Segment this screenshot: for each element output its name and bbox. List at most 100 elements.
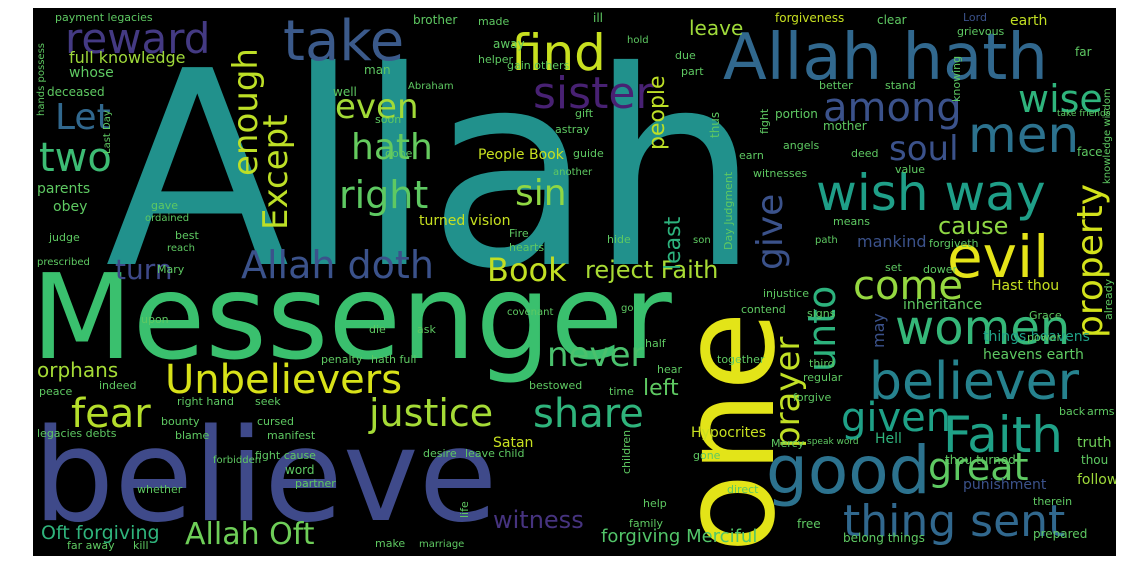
word-wish-way: wish way xyxy=(816,164,1046,222)
word-peace: peace xyxy=(39,385,73,398)
word-cloud: Allah Messenger believe one Allah hath t… xyxy=(33,8,1116,556)
word-allah-hath: Allah hath xyxy=(723,21,1048,95)
word-hands-possess: hands possess xyxy=(36,43,47,116)
word-dower: dower xyxy=(923,263,957,276)
word-together: together xyxy=(717,353,765,366)
word-away: away xyxy=(493,37,525,51)
word-fight-cause: fight cause xyxy=(255,449,316,462)
word-justice: justice xyxy=(369,391,494,435)
word-stand: stand xyxy=(885,79,916,92)
word-make: make xyxy=(375,537,406,550)
word-face: face xyxy=(1077,145,1103,159)
word-things-heavens: things heavens xyxy=(983,329,1090,345)
word-signs: signs xyxy=(807,307,836,320)
word-part: part xyxy=(681,65,704,78)
word-arms: arms xyxy=(1087,405,1115,418)
word-even: even xyxy=(335,87,419,127)
word-cursed: cursed xyxy=(257,415,295,428)
word-people-book: People Book xyxy=(478,147,564,163)
word-hell: Hell xyxy=(875,431,902,447)
word-may: may xyxy=(869,313,888,348)
word-far-away: far away xyxy=(67,539,115,552)
word-ask: ask xyxy=(417,323,436,336)
word-right: right xyxy=(339,173,429,217)
word-evil: evil xyxy=(947,223,1050,291)
word-brother: brother xyxy=(413,13,458,27)
word-mary: Mary xyxy=(157,263,185,276)
word-contend: contend xyxy=(741,303,786,316)
word-grace: Grace xyxy=(1029,309,1062,322)
word-good: good xyxy=(766,432,931,509)
word-thou-turned: thou turned xyxy=(945,453,1016,467)
word-give: give xyxy=(750,193,791,270)
word-share: share xyxy=(533,391,644,437)
word-faith: Faith xyxy=(943,406,1063,464)
word-find: find xyxy=(511,24,606,82)
word-obey: obey xyxy=(53,199,88,215)
word-great: great xyxy=(928,445,1029,489)
word-believer: believer xyxy=(869,352,1080,412)
word-help: help xyxy=(643,497,667,510)
word-orphans: orphans xyxy=(37,358,119,382)
word-messenger: Messenger xyxy=(33,248,672,386)
word-set: set xyxy=(885,261,902,274)
word-knowing: knowing xyxy=(950,55,963,102)
word-prepared: prepared xyxy=(1033,527,1088,541)
word-ill: ill xyxy=(593,11,604,25)
word-gain-others: gain others xyxy=(507,59,570,72)
word-wise: wise xyxy=(1018,77,1103,121)
word-forgive: forgive xyxy=(793,391,832,404)
word-let: Let xyxy=(55,97,111,138)
word-speak-word: speak word xyxy=(807,437,859,447)
word-witnesses: witnesses xyxy=(753,167,808,180)
word-sin: sin xyxy=(515,173,567,214)
word-marriage: marriage xyxy=(419,539,465,550)
word-sister: sister xyxy=(533,68,654,119)
word-third: third xyxy=(809,357,835,370)
word-hath: hath xyxy=(351,127,433,168)
word-payment-legacies: payment legacies xyxy=(55,11,153,24)
word-judge: judge xyxy=(49,231,80,244)
word-turn: turn xyxy=(115,253,173,286)
word-gave: gave xyxy=(151,199,179,212)
word-done: done xyxy=(385,147,413,160)
word-regular: regular xyxy=(803,371,843,384)
word-left: left xyxy=(643,376,679,401)
word-reward: reward xyxy=(65,14,211,63)
word-heavens-earth: heavens earth xyxy=(983,347,1084,363)
word-portion: portion xyxy=(775,107,818,121)
word-angels: angels xyxy=(783,139,820,152)
word-day-judgment: Day Judgment xyxy=(722,171,735,250)
word-mercy: Mercy xyxy=(771,437,805,450)
word-forgiveth: forgiveth xyxy=(929,237,979,250)
word-man: man xyxy=(364,63,391,77)
word-follow: follow xyxy=(1077,472,1116,488)
word-word: word xyxy=(285,463,315,477)
word-gone: gone xyxy=(693,449,721,462)
word-witness: witness xyxy=(493,506,584,534)
word-well: well xyxy=(333,85,357,99)
word-satan: Satan xyxy=(493,435,534,451)
word-leave-child: leave child xyxy=(465,447,525,460)
word-thou: thou xyxy=(1081,453,1109,467)
word-allah-doth: Allah doth xyxy=(241,243,434,287)
word-far: far xyxy=(1075,45,1092,59)
word-deed: deed xyxy=(851,147,879,160)
word-means: means xyxy=(833,215,870,228)
word-kill: kill xyxy=(133,539,149,552)
word-right-hand: right hand xyxy=(177,395,235,408)
word-already: already xyxy=(1102,278,1115,320)
word-lord: Lord xyxy=(963,11,987,24)
word-belong-things: belong things xyxy=(843,531,925,545)
word-hypocrites: Hypocrites xyxy=(691,425,767,441)
word-half: half xyxy=(645,337,666,350)
word-go: go xyxy=(621,303,634,314)
word-given: given xyxy=(841,395,952,441)
word-bounty: bounty xyxy=(161,415,200,428)
word-oft-forgiving: Oft forgiving xyxy=(41,522,160,544)
word-blame: blame xyxy=(175,429,210,442)
word-seek: seek xyxy=(255,395,281,408)
word-full-knowledge: full knowledge xyxy=(69,48,186,67)
word-allah-large: Allah xyxy=(105,13,760,328)
word-clear: clear xyxy=(877,13,907,27)
